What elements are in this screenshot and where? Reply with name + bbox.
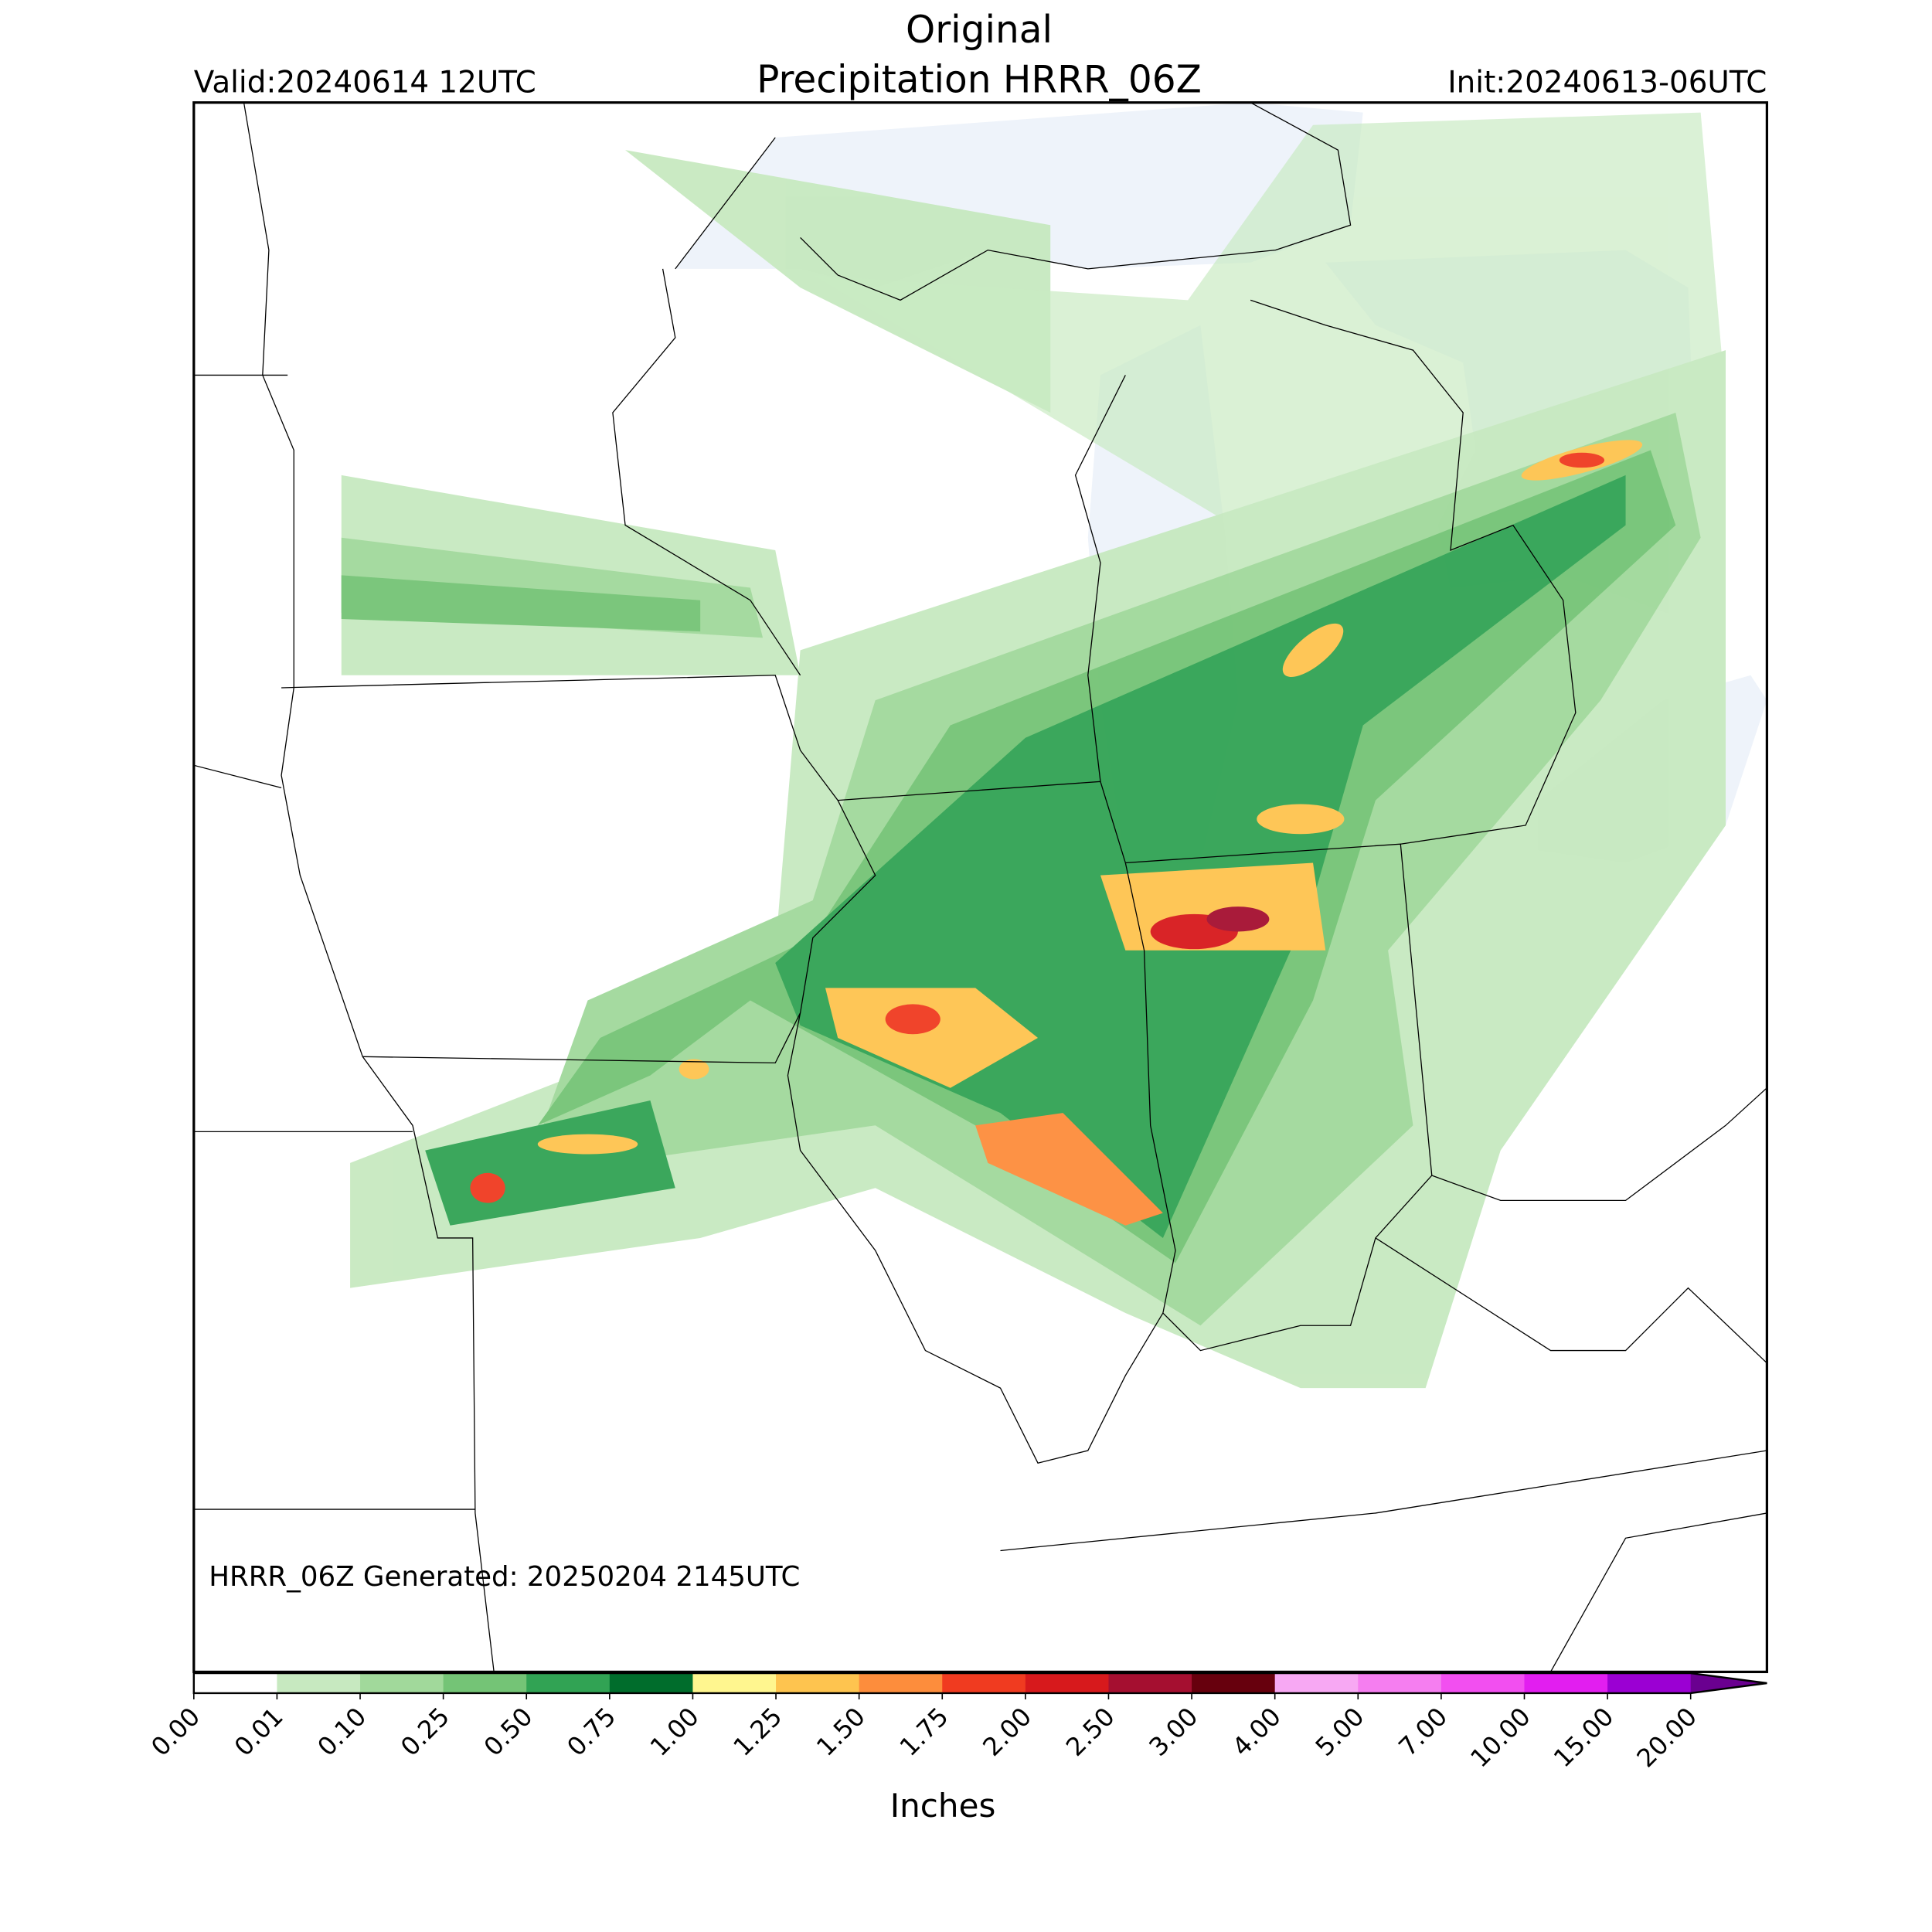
colorbar-tick-label: 1.75 — [894, 1702, 954, 1762]
colorbar-segment — [193, 1673, 277, 1693]
colorbar-segment — [1274, 1673, 1359, 1693]
colorbar-segment — [1025, 1673, 1109, 1693]
colorbar-segment — [1524, 1673, 1608, 1693]
colorbar-tick-label: 4.00 — [1226, 1702, 1287, 1762]
colorbar-segment — [1108, 1673, 1192, 1693]
colorbar-tick-label: 0.50 — [478, 1702, 539, 1762]
colorbar-tick-label: 0.00 — [145, 1702, 206, 1762]
colorbar-tick-label: 15.00 — [1548, 1702, 1619, 1773]
colorbar-tick-label: 1.25 — [728, 1702, 788, 1762]
generated-note: HRRR_06Z Generated: 20250204 2145UTC — [209, 1561, 800, 1593]
colorbar-segment — [692, 1673, 777, 1693]
colorbar-label: Inches — [890, 1787, 996, 1825]
colorbar-tick-label: 1.00 — [645, 1702, 705, 1762]
map — [192, 101, 1769, 1674]
init-time: Init:20240613-06UTC — [1447, 66, 1767, 100]
colorbar-tick-label: 3.00 — [1144, 1702, 1204, 1762]
colorbar-segment — [443, 1673, 527, 1693]
colorbar-tick-label: 2.50 — [1060, 1702, 1121, 1762]
colorbar-tick-label: 2.00 — [977, 1702, 1037, 1762]
colorbar-segment — [277, 1673, 361, 1693]
colorbar-extend — [1690, 1673, 1767, 1693]
colorbar-segment — [609, 1673, 693, 1693]
colorbar-tick-label: 5.00 — [1310, 1702, 1370, 1762]
colorbar-tick-label: 10.00 — [1464, 1702, 1536, 1773]
colorbar-segment — [1607, 1673, 1692, 1693]
colorbar-tick-label: 20.00 — [1631, 1702, 1702, 1773]
colorbar: 0.00 0.01 0.10 0.25 0.50 0.75 1.00 1.25 1.50 1.75… — [145, 1672, 1767, 1773]
colorbar-frame — [192, 1672, 1767, 1695]
colorbar-segment — [360, 1673, 444, 1693]
valid-time: Valid:20240614 12UTC — [194, 66, 536, 100]
title-line: Precipitation HRRR_06Z — [757, 59, 1202, 102]
colorbar-segment — [526, 1673, 611, 1693]
colorbar-segment — [942, 1673, 1026, 1693]
colorbar-tick-label: 1.50 — [811, 1702, 871, 1762]
colorbar-tick-label: 0.75 — [561, 1702, 621, 1762]
colorbar-tick-label: 7.00 — [1393, 1702, 1453, 1762]
colorbar-segment — [1192, 1673, 1276, 1693]
colorbar-segment — [859, 1673, 943, 1693]
title-line: Original — [906, 9, 1053, 52]
colorbar-tick-label: 0.10 — [312, 1702, 372, 1762]
colorbar-segment — [1358, 1673, 1442, 1693]
colorbar-segment — [776, 1673, 860, 1693]
colorbar-tick-label: 0.25 — [395, 1702, 455, 1762]
colorbar-tick-label: 0.01 — [229, 1702, 289, 1762]
colorbar-segment — [1440, 1673, 1525, 1693]
